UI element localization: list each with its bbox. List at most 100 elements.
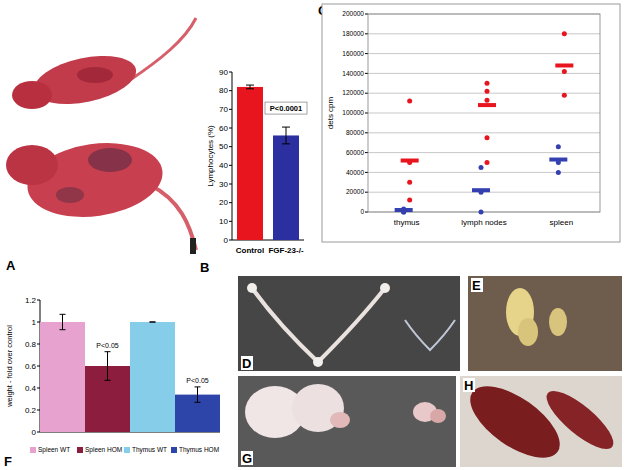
error-bar [195, 387, 201, 402]
point [485, 98, 490, 103]
tick [365, 93, 368, 94]
tick-label: 160000 [342, 50, 364, 57]
plot-frame [368, 14, 600, 212]
tick [365, 152, 368, 153]
panel-label-bg [241, 356, 253, 370]
structure [405, 320, 455, 350]
annotation: P<0.05 [186, 377, 208, 384]
structure [380, 283, 390, 293]
chart-f: 00.20.40.60.811.2weight - fold over cont… [5, 296, 220, 454]
panel-label-bg [463, 378, 475, 392]
point [556, 170, 561, 175]
grid-line [368, 53, 600, 54]
panel-label: D [242, 356, 251, 371]
tick [365, 14, 368, 15]
panel-label-bg [471, 278, 483, 292]
point [401, 210, 406, 215]
y-label: weight - fold over control [5, 325, 14, 408]
organ [518, 318, 538, 346]
bar [40, 322, 85, 432]
tick-label: 40000 [346, 169, 364, 176]
y-label: Lymphocytes (%) [206, 125, 215, 187]
organ [430, 409, 446, 423]
structure [313, 357, 323, 367]
tick [365, 53, 368, 54]
tail-tip [190, 238, 196, 254]
tick-label: 0 [32, 428, 37, 437]
background [0, 0, 624, 470]
tick-label: 60000 [346, 149, 364, 156]
legend-label: Thymus WT [132, 446, 167, 454]
panel-label-bg [241, 451, 253, 465]
legend-swatch [124, 447, 130, 453]
tick-label: 0.2 [25, 406, 37, 415]
photo-d [238, 276, 460, 371]
panel-label: B [200, 260, 209, 275]
tick-label: 0 [224, 236, 229, 245]
error-bar [246, 85, 254, 89]
tick [365, 192, 368, 193]
tick-label: 90 [219, 68, 228, 77]
tick-label: 20 [219, 198, 228, 207]
figure: ABCDEFGH0102030405060708090Lymphocytes (… [0, 0, 624, 470]
point [556, 144, 561, 149]
category-label: FGF-23-/- [268, 246, 303, 255]
tick-label: 180000 [342, 30, 364, 37]
legend-swatch [171, 447, 177, 453]
tick-label: 80000 [346, 129, 364, 136]
chart-b: 0102030405060708090Lymphocytes (%)Contro… [206, 68, 307, 255]
tick-label: 100000 [342, 109, 364, 116]
panel-label: H [464, 378, 473, 393]
panel-label: F [4, 454, 12, 469]
point [479, 165, 484, 170]
point [407, 180, 412, 185]
tick-label: 1.2 [25, 296, 37, 305]
point [485, 135, 490, 140]
mouse-patch [88, 148, 132, 172]
point [562, 31, 567, 36]
tick-label: 1 [32, 318, 37, 327]
tick-label: 0.4 [25, 384, 37, 393]
category-label: Control [236, 246, 264, 255]
tick-label: 50 [219, 142, 228, 151]
bar [273, 135, 299, 240]
error-bar [60, 314, 66, 329]
grid-line [368, 152, 600, 153]
tick-label: 10 [219, 217, 228, 226]
mouse-patch [77, 67, 113, 83]
photo-bg [238, 276, 460, 371]
grid-line [368, 113, 600, 114]
mouse-head [6, 145, 58, 185]
point [562, 69, 567, 74]
panel-label-bg [199, 260, 211, 274]
legend-swatch [30, 447, 36, 453]
point [485, 81, 490, 86]
legend-label: Spleen HOM [85, 446, 122, 454]
tick-label: 120000 [342, 89, 364, 96]
tick-label: 30 [219, 180, 228, 189]
tick-label: 0 [360, 208, 364, 215]
mouse-patch [56, 187, 84, 203]
panel-label-bg [5, 258, 17, 272]
legend-label: Spleen WT [38, 446, 70, 454]
panel-label: E [472, 278, 481, 293]
tail [130, 18, 196, 80]
photo-mice [6, 18, 196, 254]
category-label: thymus [394, 218, 420, 227]
legend-label: Thymus HOM [179, 446, 219, 454]
point [479, 210, 484, 215]
tick-label: 0.8 [25, 340, 37, 349]
tick [365, 113, 368, 114]
tick [365, 172, 368, 173]
organ [549, 308, 567, 336]
legend-swatch [77, 447, 83, 453]
point [485, 160, 490, 165]
plot-area [40, 314, 220, 432]
point [407, 99, 412, 104]
tick [365, 132, 368, 133]
organ [330, 412, 350, 428]
point [562, 93, 567, 98]
chart-frame [322, 4, 620, 242]
point [401, 210, 406, 215]
bar [237, 87, 263, 240]
